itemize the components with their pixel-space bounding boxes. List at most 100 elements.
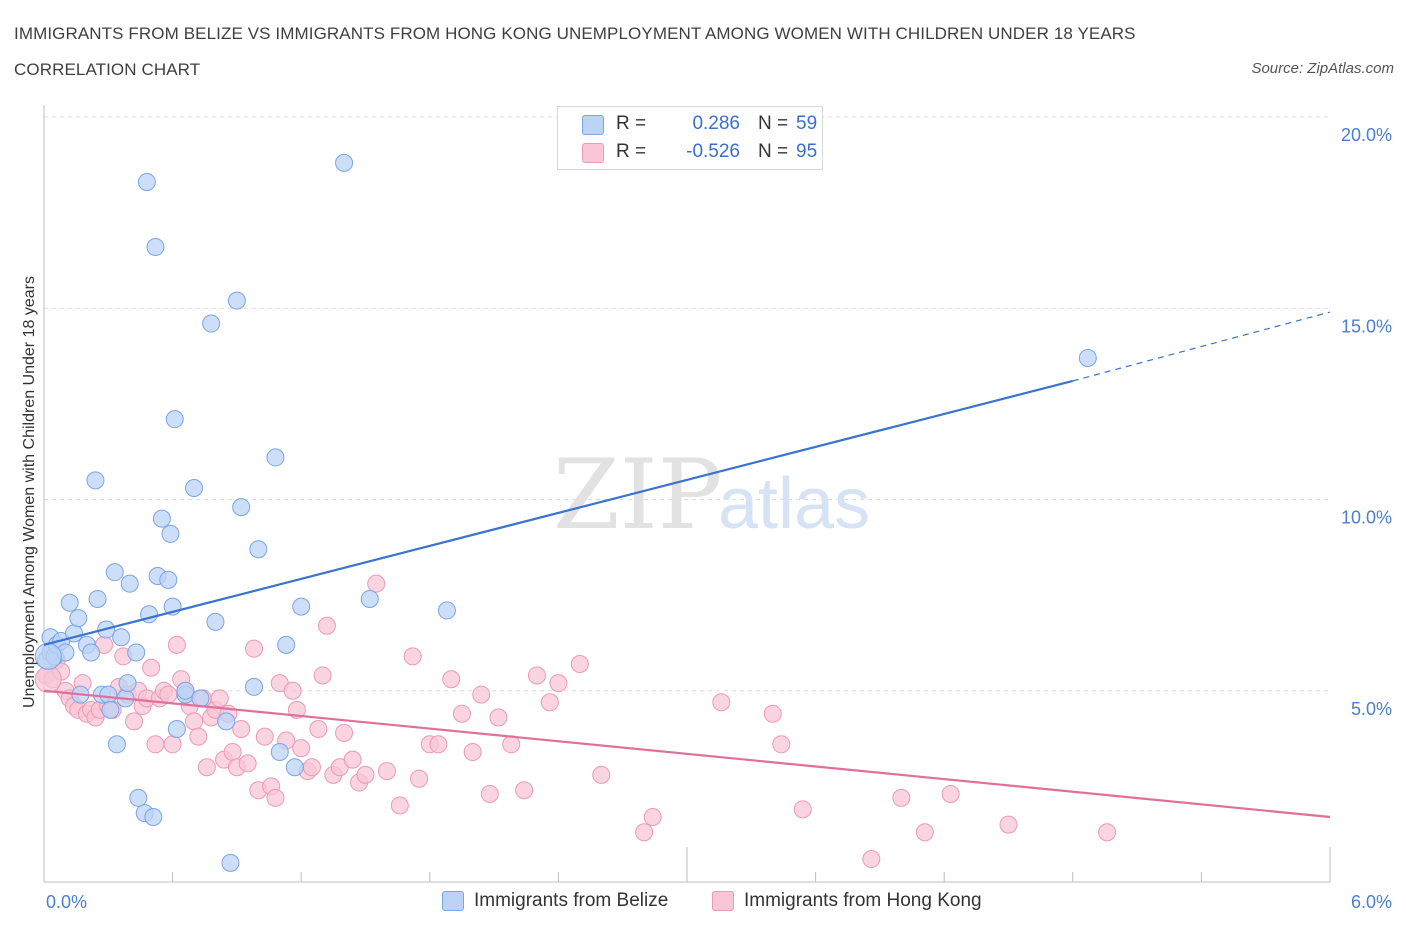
tick-labels: 5.0% 10.0% 15.0% 20.0% 0.0% 6.0% <box>46 125 1392 912</box>
trend-lines <box>43 311 1331 819</box>
data-point-hong-kong <box>463 742 482 761</box>
data-point-hong-kong <box>635 823 654 842</box>
data-point-hong-kong <box>772 735 791 754</box>
y-axis-label: Unemployment Among Women with Children U… <box>21 276 38 708</box>
data-point-belize <box>159 570 178 589</box>
data-point-hong-kong <box>1098 823 1117 842</box>
y-tick-label: 15.0% <box>1341 316 1392 336</box>
data-point-hong-kong <box>232 720 251 738</box>
data-point-hong-kong <box>892 788 911 807</box>
data-point-hong-kong <box>999 815 1018 834</box>
data-point-belize <box>129 788 148 807</box>
data-point-belize <box>266 448 285 467</box>
trend-line-belize-extension <box>1072 311 1331 382</box>
data-point-belize <box>152 509 171 528</box>
data-point-hong-kong <box>480 785 499 804</box>
data-point-belize <box>249 540 268 559</box>
data-point-hong-kong <box>245 639 264 658</box>
data-point-belize <box>167 720 186 738</box>
data-point-hong-kong <box>309 720 328 738</box>
legend-swatch-belize <box>582 115 604 135</box>
data-point-hong-kong <box>167 635 186 654</box>
trend-line-belize <box>43 379 1074 646</box>
data-point-belize <box>137 173 156 192</box>
legend-n-label: N = <box>758 141 789 162</box>
data-point-belize <box>86 471 105 490</box>
data-point-belize <box>165 410 184 429</box>
data-point-hong-kong <box>159 685 178 704</box>
data-point-belize <box>232 498 251 517</box>
data-point-belize <box>191 689 210 708</box>
data-point-belize <box>202 314 221 333</box>
data-point-hong-kong <box>452 704 471 723</box>
series-swatch-belize <box>442 891 464 911</box>
data-point-belize <box>118 674 137 693</box>
axes <box>43 105 1331 883</box>
data-point-hong-kong <box>266 788 285 807</box>
trend-line-hong-kong <box>43 689 1331 819</box>
data-point-belize <box>437 601 456 620</box>
data-point-hong-kong <box>367 574 386 593</box>
data-point-hong-kong <box>489 708 508 727</box>
data-point-hong-kong <box>142 658 161 677</box>
series-swatch-hong-kong <box>712 891 734 911</box>
data-point-hong-kong <box>502 735 521 754</box>
y-tick-label: 20.0% <box>1341 125 1392 145</box>
data-point-hong-kong <box>390 796 409 815</box>
data-point-hong-kong <box>793 800 812 819</box>
source-credit: Source: ZipAtlas.com <box>1251 60 1394 77</box>
data-point-belize <box>144 807 163 826</box>
data-point-hong-kong <box>185 712 204 731</box>
legend-n-value-hong-kong: 95 <box>796 141 818 162</box>
data-point-hong-kong <box>429 735 448 754</box>
legend-r-value-belize: 0.286 <box>692 113 740 134</box>
data-point-belize <box>206 612 225 631</box>
data-point-hong-kong <box>34 665 62 693</box>
data-point-belize <box>105 563 124 582</box>
correlation-legend: R = 0.286 N = 59 R = -0.526 N = 95 <box>557 106 823 170</box>
data-point-belize <box>112 628 131 647</box>
data-point-belize <box>60 593 79 612</box>
data-point-belize <box>34 642 62 670</box>
data-point-belize <box>127 643 146 662</box>
data-point-hong-kong <box>223 742 242 761</box>
data-point-hong-kong <box>255 727 274 746</box>
data-point-hong-kong <box>403 647 422 666</box>
data-point-belize <box>185 479 204 498</box>
data-point-belize <box>360 589 379 608</box>
data-point-belize <box>221 853 240 872</box>
data-point-hong-kong <box>442 670 461 689</box>
data-point-belize <box>176 681 195 700</box>
data-point-hong-kong <box>377 762 396 781</box>
data-point-hong-kong <box>210 689 229 708</box>
data-point-hong-kong <box>472 685 491 704</box>
legend-r-value-hong-kong: -0.526 <box>686 141 740 162</box>
data-point-hong-kong <box>915 823 934 842</box>
data-point-belize <box>69 609 88 628</box>
x-tick-label: 0.0% <box>46 892 87 912</box>
data-point-hong-kong <box>527 666 546 685</box>
grid-lines <box>44 116 1330 692</box>
series-label-hong-kong: Immigrants from Hong Kong <box>744 890 982 911</box>
data-point-hong-kong <box>302 758 321 777</box>
legend-r-label: R = <box>616 141 647 162</box>
data-point-hong-kong <box>862 850 881 869</box>
data-point-belize <box>277 635 296 654</box>
hong-kong-points <box>34 574 1117 869</box>
data-point-hong-kong <box>197 758 216 777</box>
data-point-hong-kong <box>313 666 332 685</box>
data-point-hong-kong <box>763 704 782 723</box>
legend-swatch-hong-kong <box>582 143 604 163</box>
data-point-belize <box>146 238 165 257</box>
data-point-belize <box>335 153 354 172</box>
data-point-belize <box>217 712 236 731</box>
data-point-belize <box>292 597 311 616</box>
series-label-belize: Immigrants from Belize <box>474 890 669 911</box>
data-point-hong-kong <box>163 735 182 754</box>
data-point-hong-kong <box>410 769 429 788</box>
legend-n-value-belize: 59 <box>796 113 818 134</box>
data-point-hong-kong <box>570 654 589 673</box>
data-point-hong-kong <box>941 785 960 804</box>
data-point-belize <box>82 643 101 662</box>
